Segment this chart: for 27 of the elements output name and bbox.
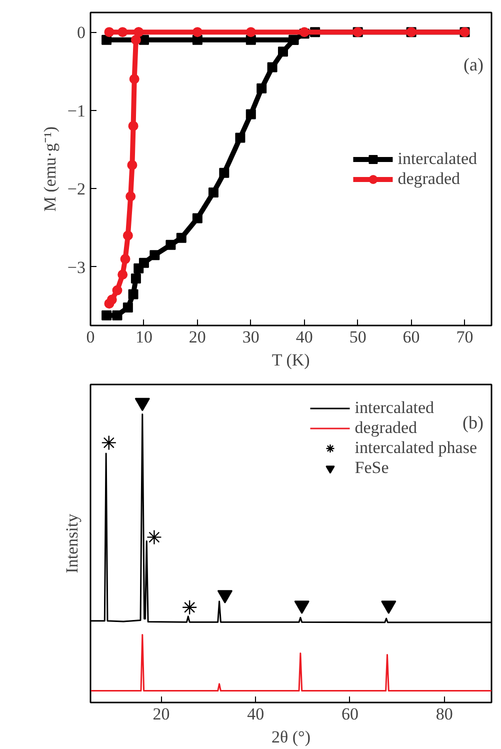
legend-label: intercalated (398, 148, 477, 168)
x-tick-label: 20 (188, 328, 206, 346)
y-tick-label: 0 (77, 23, 86, 42)
x-tick-label: 50 (349, 328, 366, 346)
x-axis-title: 2θ (°) (271, 728, 311, 746)
x-tick-label: 40 (247, 704, 264, 724)
y-tick-label: −1 (67, 101, 86, 120)
legend-label: intercalated (354, 398, 434, 418)
x-axis-title: T (K) (272, 350, 310, 370)
y-axis-title: Intensity (62, 513, 82, 574)
x-tick-label: 60 (402, 328, 420, 346)
legend-label: degraded (398, 168, 460, 188)
annotation: (a) (464, 54, 484, 74)
legend-label: degraded (354, 418, 418, 438)
x-tick-label: 30 (242, 328, 260, 346)
y-tick-label: −2 (67, 180, 86, 199)
x-tick-label: 40 (296, 328, 313, 346)
x-tick-label: 20 (152, 704, 170, 724)
x-tick-label: 80 (436, 704, 453, 724)
legend-label: FeSe (354, 458, 389, 478)
annotation: (b) (462, 412, 484, 432)
x-tick-label: 70 (456, 328, 474, 346)
y-axis-title: M (emu·g⁻¹) (40, 126, 60, 212)
legend-label: intercalated phase (354, 438, 477, 458)
x-tick-label: 10 (135, 328, 152, 346)
x-tick-label: 60 (341, 704, 358, 724)
y-tick-label: −3 (67, 258, 86, 277)
